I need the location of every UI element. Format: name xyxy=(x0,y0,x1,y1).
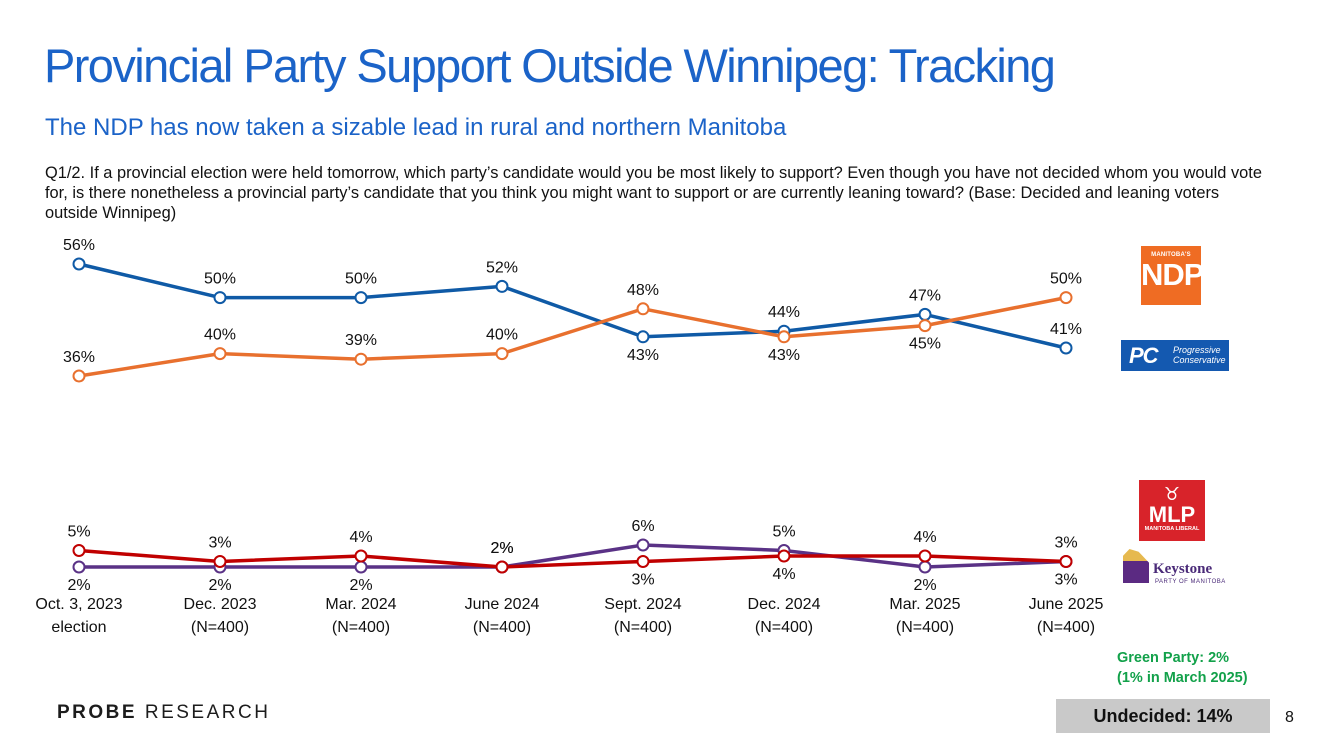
data-point-pc xyxy=(72,257,86,271)
green-party-note: Green Party: 2% (1% in March 2025) xyxy=(1117,648,1248,688)
keystone-emblem-icon xyxy=(1123,549,1149,583)
data-point-pc xyxy=(636,330,650,344)
x-tick-label: Dec. 2023 (N=400) xyxy=(184,596,257,636)
data-label-liberal: 3% xyxy=(631,572,654,589)
data-point-ndp xyxy=(1059,291,1073,305)
data-point-liberal xyxy=(1059,555,1073,568)
page-number: 8 xyxy=(1285,709,1294,726)
series-line-pc xyxy=(78,262,1067,350)
data-label-ndp: 45% xyxy=(909,336,941,353)
data-label-liberal: 4% xyxy=(349,529,372,546)
data-label-keystone: 2% xyxy=(349,577,372,594)
data-label-pc: 41% xyxy=(1050,321,1082,338)
data-point-liberal xyxy=(918,549,932,563)
data-label-pc: 50% xyxy=(204,271,236,288)
data-point-ndp xyxy=(495,347,509,361)
data-point-pc xyxy=(1059,341,1073,355)
data-point-pc xyxy=(495,279,509,293)
data-label-keystone: 2% xyxy=(67,577,90,594)
data-label-ndp: 40% xyxy=(204,327,236,344)
bison-icon: ♉ xyxy=(1163,484,1181,504)
x-tick-label: Sept. 2024 (N=400) xyxy=(604,596,682,636)
green-note-line1: Green Party: 2% xyxy=(1117,650,1230,666)
x-tick-label: June 2025 (N=400) xyxy=(1029,596,1104,636)
data-point-liberal xyxy=(213,555,227,568)
pc-logo-mark: PC xyxy=(1129,343,1159,368)
data-label-liberal: 5% xyxy=(67,524,90,541)
data-point-pc xyxy=(918,307,932,321)
pc-logo-line2: Conservative xyxy=(1173,355,1226,365)
survey-question: Q1/2. If a provincial election were held… xyxy=(45,164,1262,222)
data-label-pc: 47% xyxy=(909,287,941,304)
data-point-ndp xyxy=(918,319,932,333)
data-label-keystone: 2% xyxy=(913,577,936,594)
data-point-ndp xyxy=(636,302,650,316)
data-label-keystone: 6% xyxy=(631,518,654,535)
footer-brand-logo: PROBE RESEARCH xyxy=(57,702,270,724)
data-point-ndp xyxy=(213,347,227,361)
data-label-ndp: 39% xyxy=(345,332,377,349)
page-title: Provincial Party Support Outside Winnipe… xyxy=(44,39,1056,92)
ndp-logo-small: MANITOBA'S xyxy=(1151,252,1191,258)
data-label-pc: 44% xyxy=(768,304,800,321)
keystone-logo-sub: PARTY OF MANITOBA xyxy=(1155,579,1226,585)
data-label-pc: 43% xyxy=(627,347,659,364)
data-label-liberal: 3% xyxy=(208,535,231,552)
ndp-logo: MANITOBA'S NDP xyxy=(1141,246,1201,305)
data-label-liberal: 4% xyxy=(772,566,795,583)
keystone-logo-name: Keystone xyxy=(1153,561,1213,577)
data-point-keystone xyxy=(354,560,368,574)
data-label-pc: 56% xyxy=(63,237,95,254)
page-subtitle: The NDP has now taken a sizable lead in … xyxy=(45,114,787,141)
data-label-ndp: 36% xyxy=(63,349,95,366)
data-point-keystone xyxy=(636,538,650,552)
data-point-liberal xyxy=(354,549,368,563)
liberal-logo: ♉ MLP MANITOBA LIBERAL xyxy=(1139,480,1205,541)
pc-logo-text: Progressive Conservative xyxy=(1173,345,1226,365)
data-point-liberal xyxy=(777,549,791,563)
series-line-keystone xyxy=(79,543,1067,569)
ndp-logo-big: NDP xyxy=(1141,257,1201,292)
data-label-pc: 52% xyxy=(486,259,518,276)
data-point-pc xyxy=(354,291,368,305)
data-point-pc xyxy=(213,291,227,305)
data-label-pc: 50% xyxy=(345,271,377,288)
liberal-logo-big: MLP xyxy=(1148,502,1196,527)
series-line-ndp xyxy=(78,295,1067,378)
data-label-ndp: 40% xyxy=(486,327,518,344)
x-tick-label: Mar. 2025 (N=400) xyxy=(889,596,960,636)
data-point-liberal xyxy=(495,560,509,574)
liberal-logo-small: MANITOBA LIBERAL xyxy=(1144,526,1200,532)
data-label-liberal: 3% xyxy=(1054,535,1077,552)
data-label-keystone: 3% xyxy=(1054,572,1077,589)
data-point-liberal xyxy=(636,555,650,568)
pc-logo: PC Progressive Conservative xyxy=(1121,340,1229,371)
data-label-liberal: 4% xyxy=(913,529,936,546)
data-label-keystone: 5% xyxy=(772,524,795,541)
footer-brand-rest: RESEARCH xyxy=(144,702,271,723)
undecided-box: Undecided: 14% xyxy=(1056,699,1270,733)
data-point-ndp xyxy=(72,369,86,383)
footer-brand-bold: PROBE xyxy=(57,702,138,723)
keystone-logo: Keystone PARTY OF MANITOBA xyxy=(1121,547,1229,587)
data-point-keystone xyxy=(72,560,86,574)
data-label-liberal: 2% xyxy=(490,540,513,557)
data-label-ndp: 50% xyxy=(1050,271,1082,288)
x-tick-label: Mar. 2024 (N=400) xyxy=(325,596,396,636)
data-point-liberal xyxy=(72,544,86,557)
pc-logo-line1: Progressive xyxy=(1173,345,1221,355)
x-tick-label: June 2024 (N=400) xyxy=(465,596,540,636)
data-label-ndp: 43% xyxy=(768,347,800,364)
series-line-liberal xyxy=(78,548,1067,569)
data-point-ndp xyxy=(354,352,368,366)
x-tick-label: Dec. 2024 (N=400) xyxy=(748,596,821,636)
data-label-ndp: 48% xyxy=(627,282,659,299)
data-point-ndp xyxy=(777,330,791,344)
green-note-line2: (1% in March 2025) xyxy=(1117,670,1248,686)
data-point-keystone xyxy=(918,560,932,574)
data-label-keystone: 2% xyxy=(208,577,231,594)
x-tick-label: Oct. 3, 2023 election xyxy=(35,596,122,636)
data-label-keystone: 2% xyxy=(490,540,513,557)
